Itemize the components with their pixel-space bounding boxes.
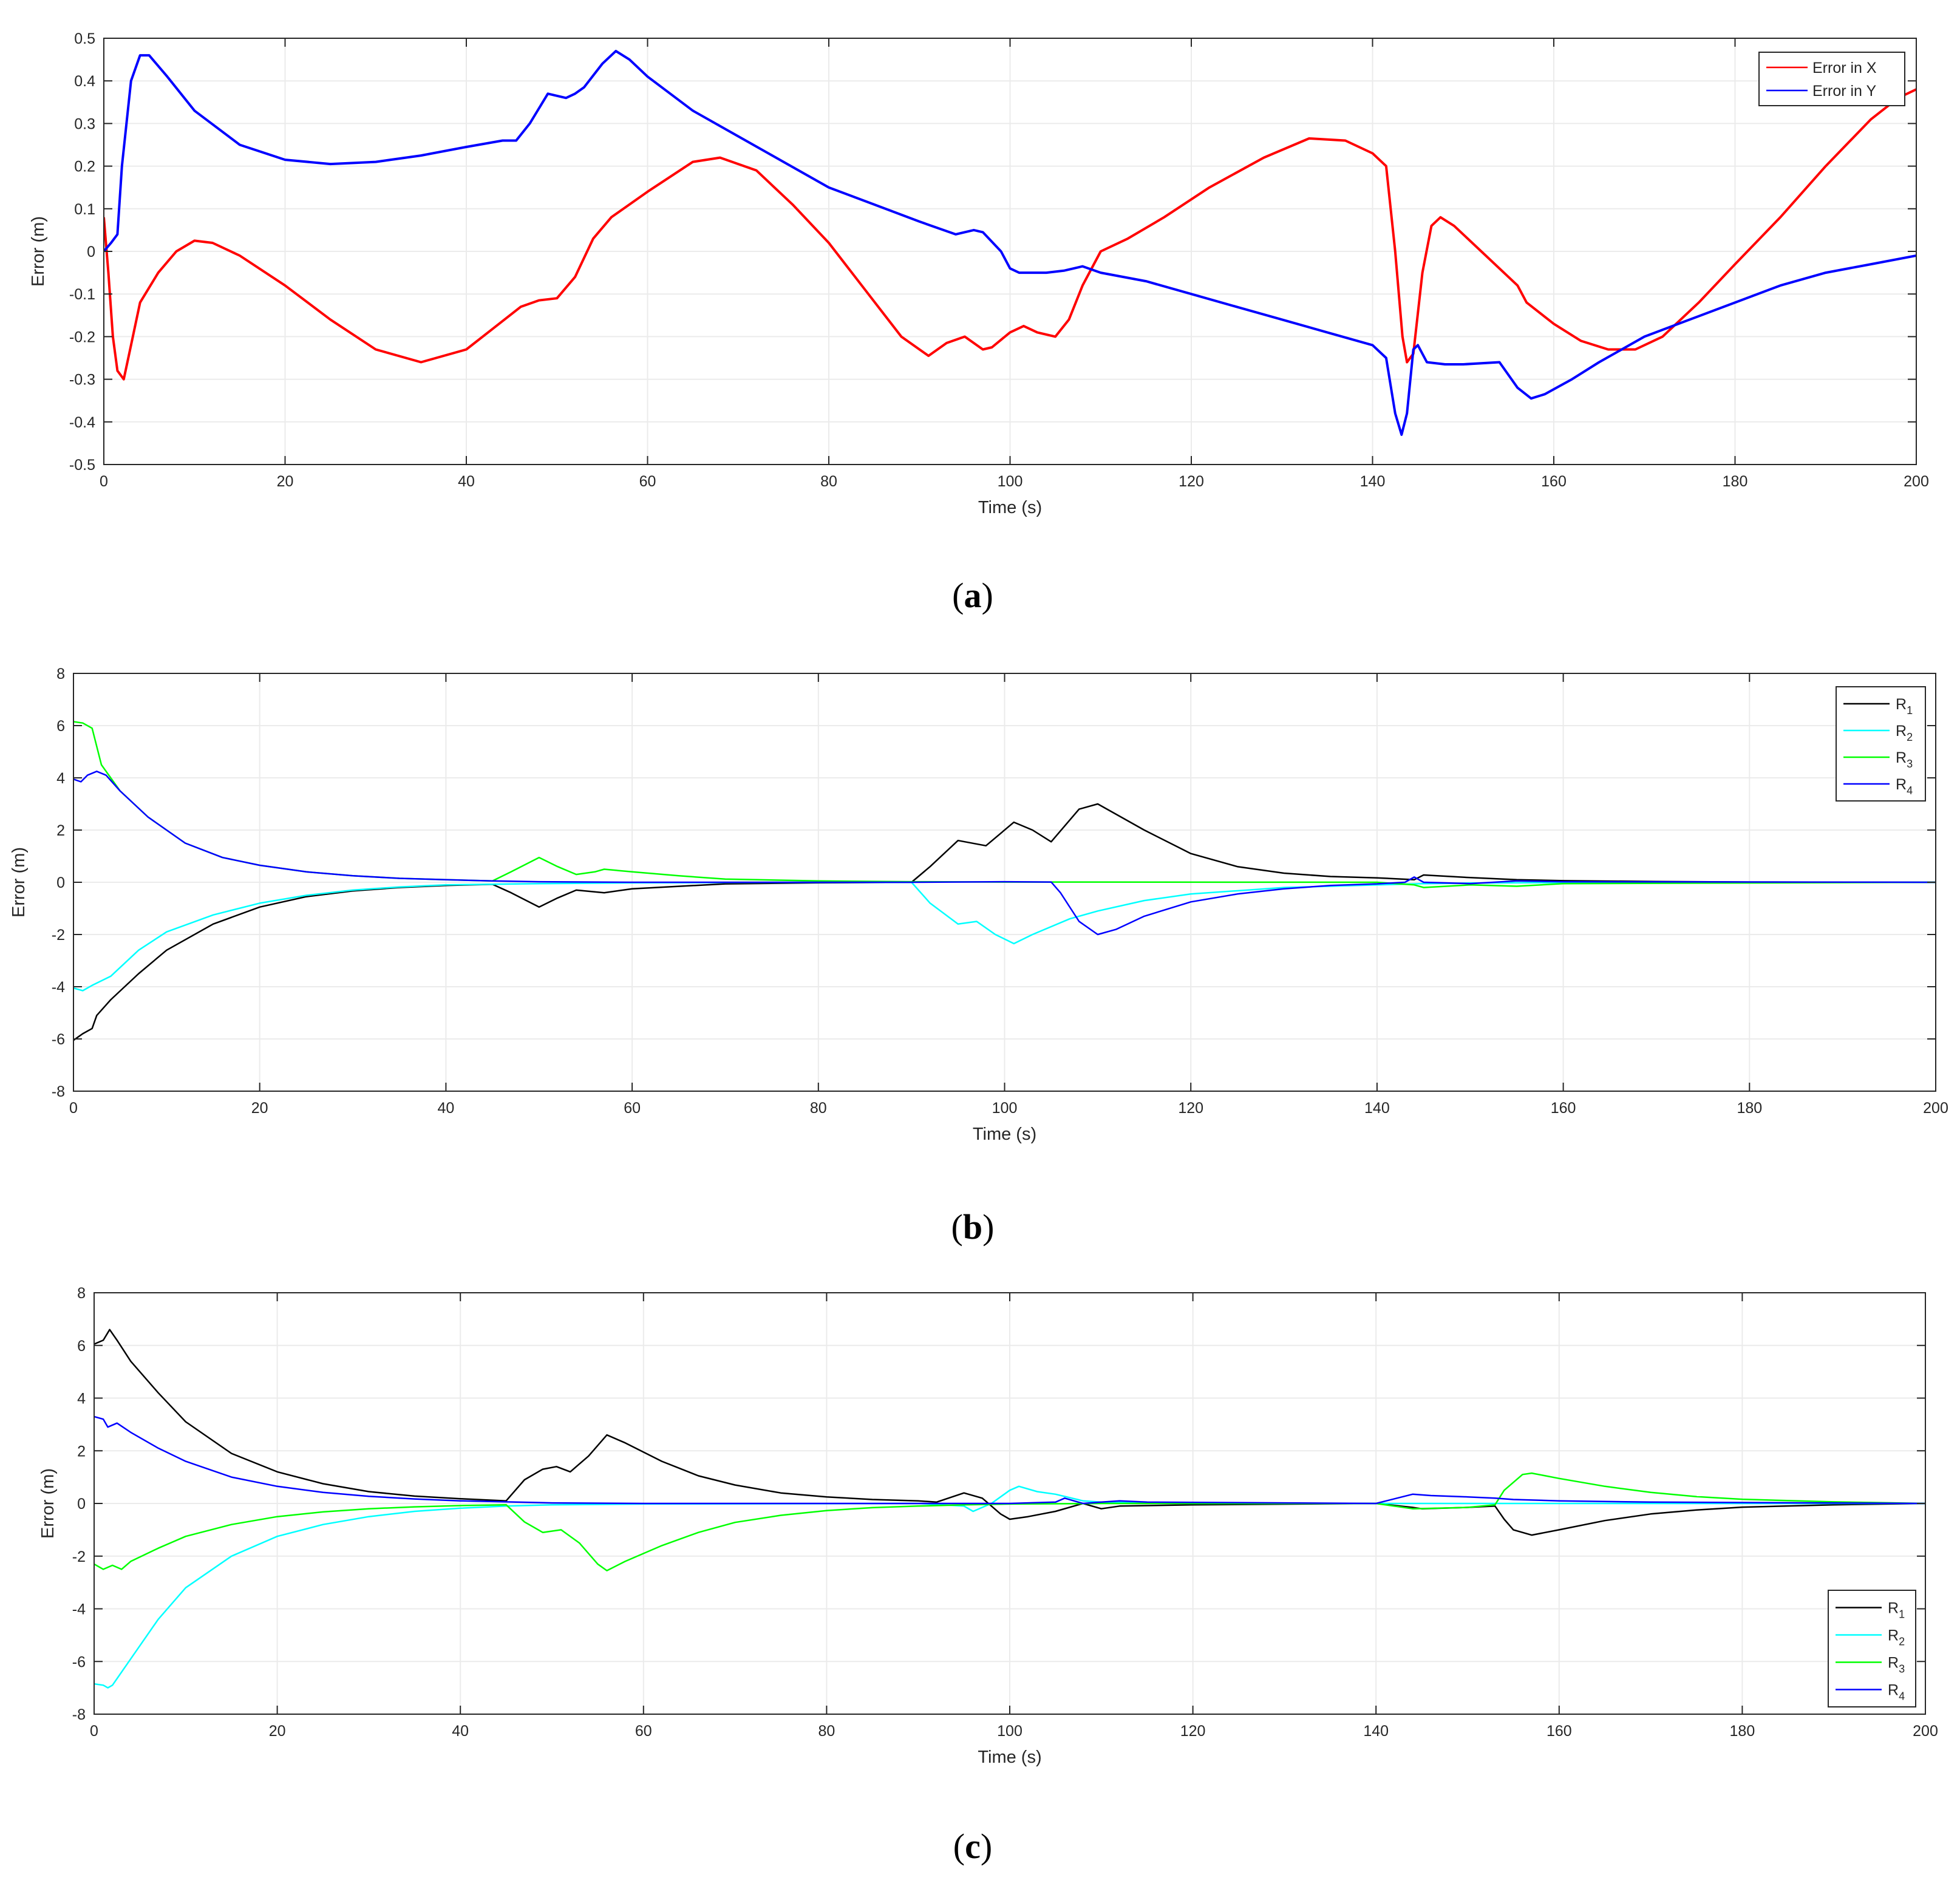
figure-caption: (c)	[953, 1826, 992, 1866]
x-tick-label: 40	[458, 473, 475, 490]
x-axis-label: Time (s)	[978, 498, 1042, 517]
series-line-b-R4	[73, 771, 1936, 936]
x-tick-label: 180	[1723, 473, 1748, 490]
x-tick-label: 80	[818, 1723, 835, 1740]
chart-b: 0 20 40 60 80 100 120 140 160 180 200 -8 -6 -4 -2 0 2 4 6 8…	[9, 666, 1948, 1247]
series-line-a-Error-in-Y	[104, 50, 1916, 436]
y-tick-label: -0.5	[69, 457, 95, 474]
y-axis-label: Error (m)	[29, 216, 48, 287]
x-tick-label: 0	[69, 1100, 78, 1117]
x-tick-label: 140	[1363, 1723, 1389, 1740]
series-line-a-Error-in-X	[104, 88, 1916, 381]
legend-label: Error in Y	[1812, 83, 1876, 100]
x-tick-label: 160	[1551, 1100, 1576, 1117]
y-tick-label: -8	[52, 1083, 65, 1100]
x-tick-label: 0	[90, 1723, 98, 1740]
series-line-c-R3	[94, 1472, 1925, 1571]
x-tick-label: 160	[1541, 473, 1567, 490]
y-tick-label: 0.2	[74, 158, 95, 175]
y-tick-label: 0	[77, 1496, 86, 1513]
y-axis-label: Error (m)	[38, 1468, 58, 1539]
chart-a: 0 20 40 60 80 100 120 140 160 180 200 -0.5 -0.4 -0.3 -…	[29, 30, 1929, 615]
y-tick-label: 6	[56, 718, 65, 735]
y-tick-label: 8	[56, 666, 65, 683]
y-tick-label: 0	[87, 243, 95, 260]
y-tick-label: -6	[52, 1031, 65, 1048]
x-tick-label: 160	[1547, 1723, 1572, 1740]
y-tick-label: 8	[77, 1285, 86, 1302]
x-tick-label: 80	[810, 1100, 827, 1117]
y-tick-label: -0.3	[69, 372, 95, 389]
x-tick-label: 0	[100, 473, 108, 490]
x-tick-label: 120	[1178, 1100, 1203, 1117]
x-tick-label: 20	[277, 473, 294, 490]
y-tick-label: -0.2	[69, 329, 95, 346]
y-tick-label: 0.1	[74, 201, 95, 218]
legend-box	[1758, 52, 1905, 106]
x-axis-label: Time (s)	[973, 1125, 1036, 1144]
x-tick-label: 200	[1923, 1100, 1948, 1117]
y-tick-label: -2	[52, 927, 65, 944]
x-tick-label: 20	[251, 1100, 268, 1117]
figure-caption: (a)	[952, 576, 993, 615]
y-tick-label: -4	[52, 979, 65, 996]
y-tick-label: 0.3	[74, 115, 95, 132]
y-tick-label: -2	[72, 1548, 86, 1565]
series-line-c-R2	[94, 1485, 1925, 1689]
y-tick-label: 0.5	[74, 30, 95, 47]
y-tick-label: 0.4	[74, 73, 95, 90]
x-tick-label: 180	[1737, 1100, 1762, 1117]
x-tick-label: 200	[1913, 1723, 1938, 1740]
x-tick-label: 60	[639, 473, 656, 490]
y-tick-label: 4	[56, 770, 65, 787]
x-tick-label: 100	[992, 1100, 1018, 1117]
x-tick-label: 60	[635, 1723, 652, 1740]
x-tick-label: 100	[998, 473, 1023, 490]
legend-box	[1828, 1590, 1916, 1707]
x-tick-label: 40	[452, 1723, 469, 1740]
x-tick-label: 120	[1180, 1723, 1206, 1740]
x-tick-label: 60	[624, 1100, 641, 1117]
grid-lines-a	[103, 38, 1917, 465]
x-tick-label: 20	[269, 1723, 286, 1740]
series-line-c-R1	[94, 1329, 1925, 1536]
series-line-c-R4	[94, 1415, 1925, 1505]
figure-caption: (b)	[951, 1207, 995, 1247]
y-tick-label: 2	[56, 822, 65, 839]
x-axis-label: Time (s)	[978, 1748, 1041, 1767]
y-tick-label: -8	[72, 1706, 86, 1723]
legend: Error in X Error in Y	[1758, 52, 1905, 106]
legend-label: Error in X	[1812, 60, 1877, 77]
series-line-b-R2	[73, 881, 1936, 992]
x-tick-label: 100	[997, 1723, 1023, 1740]
y-tick-label: 4	[77, 1391, 86, 1408]
x-tick-label: 140	[1364, 1100, 1390, 1117]
y-axis-label: Error (m)	[9, 847, 29, 917]
chart-c: 0 20 40 60 80 100 120 140 160 180 200 -8 -6 -4 -2 0 2 4 6 8…	[38, 1285, 1938, 1866]
legend-box	[1836, 686, 1926, 802]
x-tick-label: 200	[1904, 473, 1929, 490]
x-tick-label: 40	[437, 1100, 454, 1117]
y-tick-label: 6	[77, 1338, 86, 1355]
y-tick-label: -6	[72, 1653, 86, 1670]
y-tick-label: -0.4	[69, 414, 95, 431]
x-tick-label: 140	[1360, 473, 1386, 490]
y-tick-label: -0.1	[69, 286, 95, 303]
y-tick-label: -4	[72, 1601, 86, 1618]
x-tick-label: 80	[820, 473, 837, 490]
x-tick-label: 120	[1179, 473, 1204, 490]
y-tick-label: 0	[56, 874, 65, 891]
x-tick-label: 180	[1730, 1723, 1755, 1740]
y-tick-label: 2	[77, 1443, 86, 1460]
